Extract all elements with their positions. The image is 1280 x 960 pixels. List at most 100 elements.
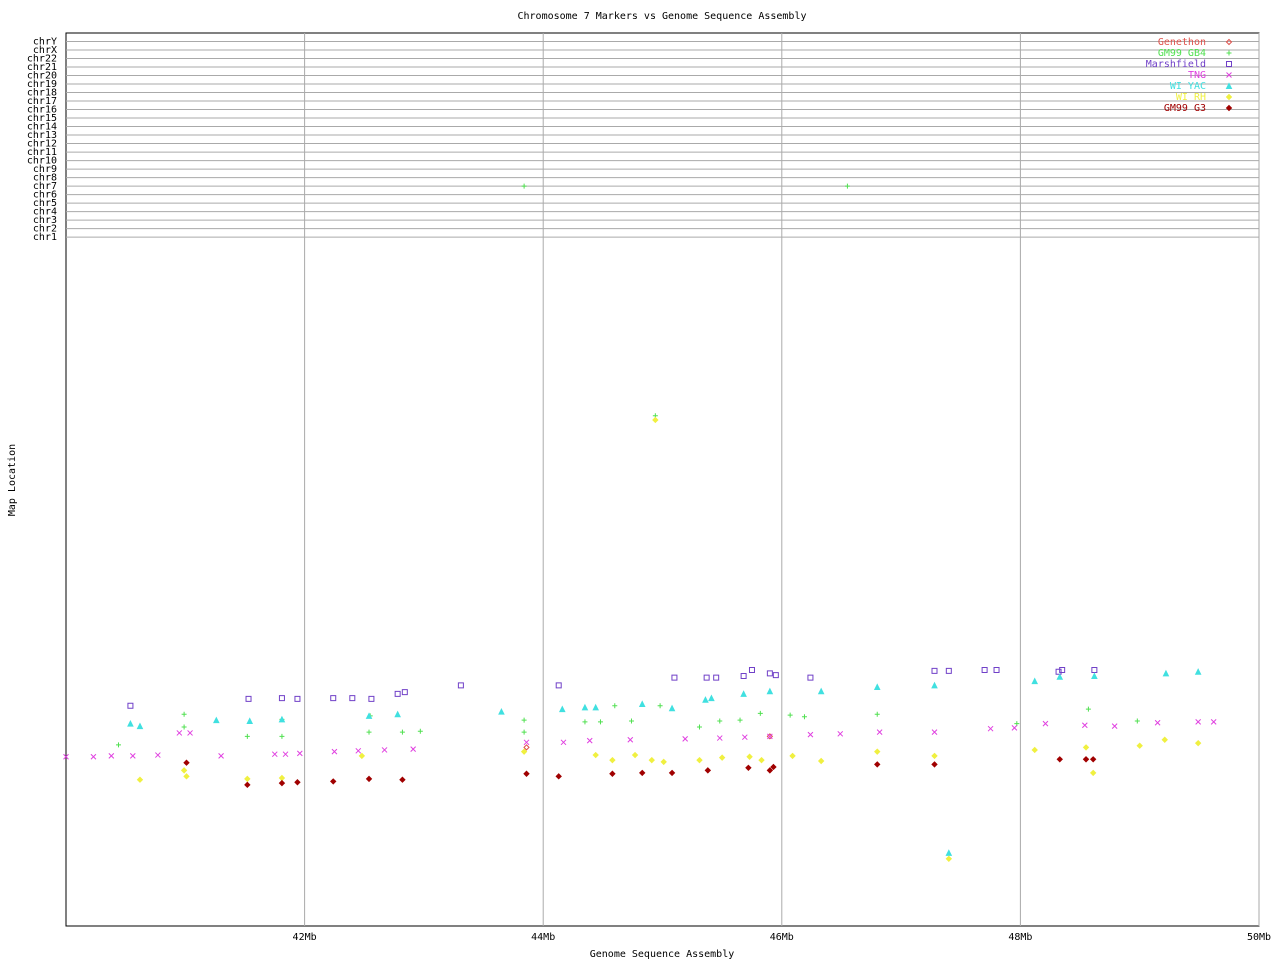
point [741,734,748,741]
y-tick-label: chr14 [27,122,57,133]
point [330,778,337,785]
point [717,718,723,724]
point [1081,722,1088,729]
y-tick-label: chr11 [27,147,57,158]
point [399,729,405,735]
point [521,717,527,723]
y-tick-label: chr7 [33,181,57,192]
x-tick-label: 44Mb [531,932,555,943]
point [555,773,562,780]
y-tick-label: chr22 [27,54,57,65]
legend-marker [1225,38,1233,46]
point [873,683,881,691]
y-tick-label: chr15 [27,113,57,124]
point [1089,756,1097,763]
point [716,735,723,741]
point [627,736,634,743]
y-tick-label: chr3 [33,215,57,226]
legend-marker [1226,61,1232,67]
point [136,776,144,783]
point [417,728,423,734]
y-tick-label: chr21 [27,62,57,73]
point [945,849,953,856]
point [931,681,938,689]
point [1011,724,1018,731]
point [127,702,134,709]
point [181,711,187,717]
point [718,754,726,761]
point [1056,673,1064,680]
x-tick-label: 48Mb [1008,932,1032,943]
point [1194,739,1202,747]
point [582,719,588,725]
point [1162,669,1170,677]
legend-label: Genethon [1158,37,1206,48]
point [1195,719,1202,725]
point [745,764,752,772]
point [523,744,530,751]
point [381,747,388,753]
point [1059,667,1066,674]
point [708,694,715,702]
point [737,717,743,723]
y-tick-label: chr2 [33,224,57,235]
point [1194,668,1202,675]
point [945,667,952,674]
point [631,751,639,759]
point [560,739,567,746]
point [807,674,814,681]
point [401,689,408,696]
point [704,767,712,774]
point [772,672,779,679]
point [155,752,161,758]
point [246,717,254,725]
point [399,776,406,783]
point [555,682,562,689]
point [523,770,530,777]
point [127,719,134,727]
point [349,695,356,702]
point [296,750,303,757]
series [136,416,1202,863]
point [668,704,676,712]
point [801,714,807,720]
point [945,855,953,863]
point [787,712,793,718]
point [1136,742,1143,749]
point [1031,746,1038,754]
point [639,769,646,777]
point [993,667,1000,674]
y-tick-label: chr13 [27,130,57,141]
point [1091,667,1098,674]
point [931,729,938,735]
series [183,756,1097,789]
point [609,770,616,777]
point [278,695,285,702]
y-tick-label: chr20 [27,71,57,82]
point [648,756,655,764]
point [365,712,373,719]
point [844,183,850,189]
point [609,756,616,764]
point [696,724,702,730]
point [757,710,763,716]
point [365,775,373,783]
point [837,730,844,737]
legend-label: GM99 GB4 [1158,48,1206,59]
chart-title: Chromosome 7 Markers vs Genome Sequence … [518,11,807,22]
point [1091,672,1098,679]
x-tick-label: 42Mb [293,932,317,943]
point [294,779,301,786]
y-axis-label: Map Location [7,444,18,516]
point [766,767,774,774]
point [520,748,528,755]
legend-marker [1225,93,1233,101]
point [597,719,603,725]
point [244,733,250,739]
point [1031,677,1039,685]
y-tick-label: chr1 [33,232,57,243]
point [457,682,464,689]
point [740,690,747,697]
